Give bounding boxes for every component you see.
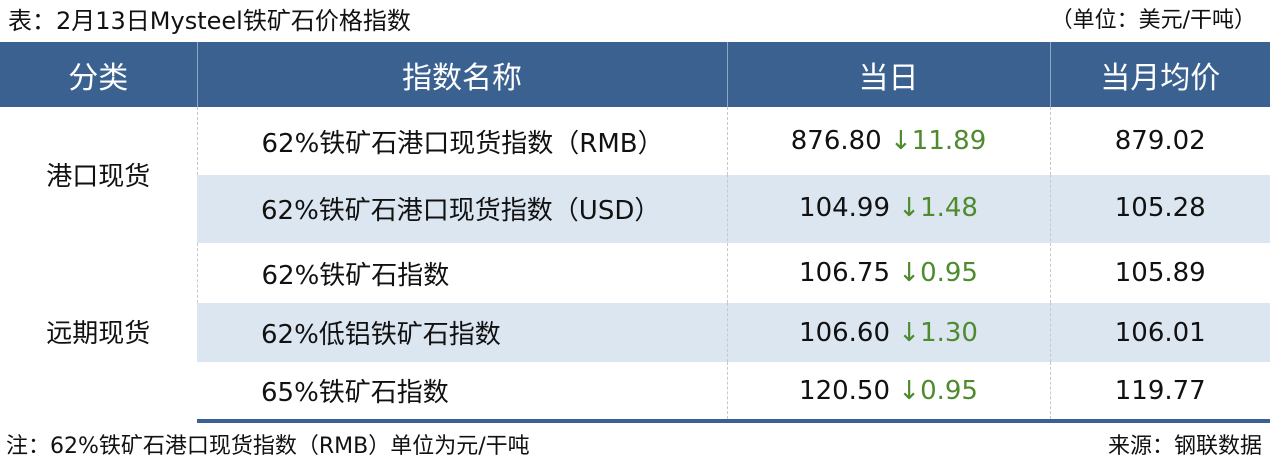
source: 来源：钢联数据 <box>1107 434 1262 459</box>
index-name-cell: 62%铁矿石指数 <box>196 242 727 303</box>
arrow-down-icon: ↓ <box>890 126 912 156</box>
table-row: 62%铁矿石港口现货指数（USD） 104.99 ↓1.48 105.28 <box>0 175 1270 243</box>
category-cell: 远期现货 <box>0 242 197 421</box>
category-cell: 港口现货 <box>0 107 197 242</box>
today-value: 876.80 <box>790 126 882 156</box>
change-value: 1.48 <box>920 193 978 223</box>
unit-label: （单位：美元/干吨） <box>1050 8 1256 33</box>
index-name-cell: 65%铁矿石指数 <box>197 362 727 423</box>
today-cell: 120.50 ↓0.95 <box>726 362 1050 423</box>
table-row: 62%低铝铁矿石指数 106.60 ↓1.30 106.01 <box>0 303 1270 362</box>
change-value: 11.89 <box>911 126 987 156</box>
header-index-name: 指数名称 <box>196 42 727 107</box>
today-value: 106.75 <box>799 258 891 288</box>
header-monthly-avg: 当月均价 <box>1049 42 1270 107</box>
index-name-cell: 62%铁矿石港口现货指数（USD） <box>197 175 727 243</box>
table-title: 表：2月13日Mysteel铁矿石价格指数 <box>8 7 411 35</box>
index-name-cell: 62%铁矿石港口现货指数（RMB） <box>196 107 727 175</box>
header-row: 分类 指数名称 当日 当月均价 <box>0 42 1270 107</box>
header-category: 分类 <box>0 42 197 107</box>
monthly-avg-cell: 879.02 <box>1049 107 1270 175</box>
arrow-down-icon: ↓ <box>898 258 921 288</box>
today-cell: 104.99 ↓1.48 <box>726 175 1050 243</box>
table-row: 港口现货 62%铁矿石港口现货指数（RMB） 876.80 ↓11.89 879.02 <box>0 107 1270 242</box>
arrow-down-icon: ↓ <box>898 193 921 223</box>
footnote: 注：62%铁矿石港口现货指数（RMB）单位为元/干吨 <box>6 434 530 459</box>
monthly-avg-cell: 106.01 <box>1049 303 1270 362</box>
monthly-avg-cell: 119.77 <box>1049 362 1270 423</box>
price-index-table: 分类 指数名称 当日 当月均价 港口现货 62%铁矿石港口现货指数（RMB） 876… <box>0 42 1270 423</box>
today-value: 104.99 <box>799 193 891 223</box>
arrow-down-icon: ↓ <box>898 317 921 348</box>
table-row: 远期现货 62%铁矿石指数 106.75 ↓0.95 105.89 <box>0 242 1270 421</box>
monthly-avg-cell: 105.28 <box>1049 175 1270 243</box>
monthly-avg-cell: 105.89 <box>1049 242 1270 303</box>
arrow-down-icon: ↓ <box>898 375 921 406</box>
today-cell: 876.80 ↓11.89 <box>726 107 1050 175</box>
today-cell: 106.75 ↓0.95 <box>726 242 1050 303</box>
today-cell: 106.60 ↓1.30 <box>726 303 1050 362</box>
table-row: 65%铁矿石指数 120.50 ↓0.95 119.77 <box>0 362 1270 423</box>
change-value: 0.95 <box>920 375 978 406</box>
today-value: 120.50 <box>799 375 891 406</box>
today-value: 106.60 <box>799 317 891 348</box>
change-value: 1.30 <box>920 317 978 348</box>
header-today: 当日 <box>726 42 1050 107</box>
index-name-cell: 62%低铝铁矿石指数 <box>197 303 727 362</box>
change-value: 0.95 <box>920 258 978 288</box>
